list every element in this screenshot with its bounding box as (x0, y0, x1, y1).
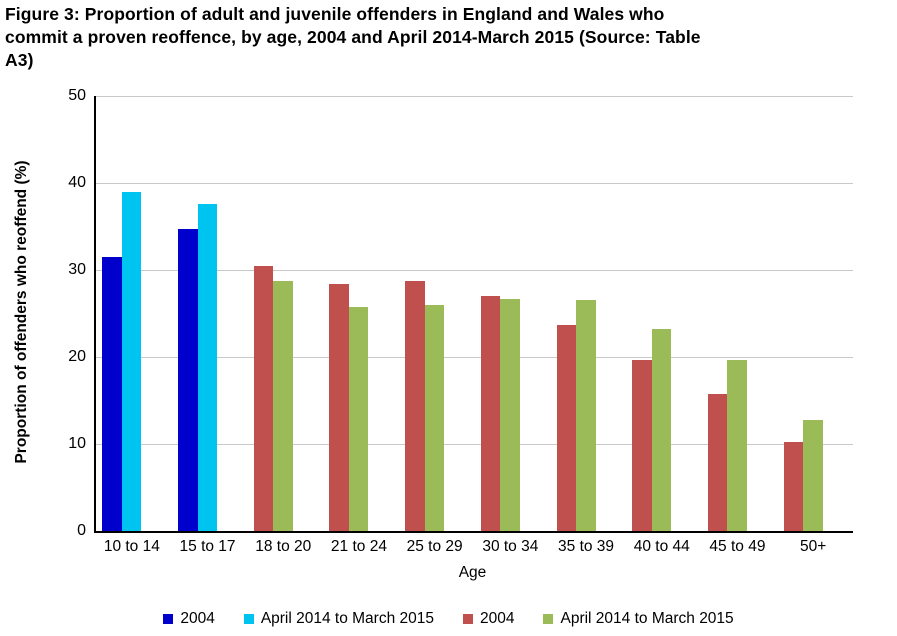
y-tick-label: 20 (68, 348, 86, 365)
bar (197, 203, 218, 531)
chart-title-line: Figure 3: Proportion of adult and juveni… (5, 4, 665, 24)
bar (348, 306, 369, 531)
legend-item: 2004 (163, 609, 215, 629)
bar (576, 300, 596, 531)
legend-swatch (243, 614, 254, 624)
legend-label: 2004 (480, 610, 515, 627)
y-tick-label: 40 (68, 174, 86, 191)
gridline (96, 357, 853, 358)
legend-item: April 2014 to March 2015 (543, 609, 734, 629)
x-tick-label: 21 to 24 (330, 538, 387, 555)
legend-swatch (543, 614, 554, 624)
bar (329, 283, 349, 531)
legend-item: 2004 (463, 609, 514, 629)
chart-title: Figure 3: Proportion of adult and juveni… (5, 3, 890, 72)
bar (556, 324, 577, 531)
legend: 2004 April 2014 to March 2015 2004 April 20… (0, 606, 897, 632)
bar (783, 442, 804, 531)
chart-title-line: A3) (5, 50, 34, 70)
x-tick-label: 45 to 49 (709, 538, 766, 555)
y-tick-label: 30 (68, 261, 86, 278)
gridline (96, 270, 853, 271)
x-tick-label: 40 to 44 (633, 538, 690, 555)
bar (651, 329, 672, 531)
gridline (96, 444, 853, 445)
gridline (96, 96, 853, 97)
bar (253, 265, 274, 531)
x-tick-label: 35 to 39 (558, 538, 615, 555)
bar (273, 281, 293, 531)
plot-area (94, 96, 853, 533)
legend-label: 2004 (180, 610, 215, 627)
x-tick-label: 25 to 29 (406, 538, 463, 555)
legend-swatch (463, 614, 473, 624)
bar (707, 393, 728, 531)
legend-label: April 2014 to March 2015 (560, 610, 734, 627)
gridline (96, 183, 853, 184)
legend-item: April 2014 to March 2015 (243, 609, 434, 629)
y-axis-title: Proportion of offenders who reoffend (%) (13, 160, 30, 464)
y-tick-label: 50 (68, 87, 86, 104)
bar (803, 419, 823, 531)
bar (424, 304, 445, 531)
legend-swatch (163, 614, 174, 624)
legend-label: April 2014 to March 2015 (260, 610, 434, 627)
y-tick-label: 0 (77, 522, 86, 539)
y-tick-label: 10 (68, 435, 86, 452)
bar (121, 191, 142, 531)
bar (500, 298, 520, 531)
chart-title-line: commit a proven reoffence, by age, 2004 … (5, 27, 701, 47)
x-tick-label: 50+ (799, 538, 827, 555)
bar (405, 281, 425, 531)
bar (727, 360, 747, 531)
bar (178, 229, 198, 531)
x-tick-label: 15 to 17 (179, 538, 236, 555)
bar (480, 296, 501, 531)
bar (632, 360, 652, 531)
x-tick-label: 30 to 34 (482, 538, 539, 555)
bar (102, 256, 122, 531)
x-tick-label: 18 to 20 (255, 538, 312, 555)
x-tick-label: 10 to 14 (103, 538, 160, 555)
x-axis-title: Age (458, 564, 487, 581)
